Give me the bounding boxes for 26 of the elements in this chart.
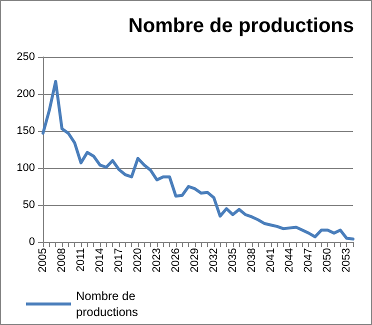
y-tick-label: 100 [16,162,35,174]
x-tick-label: 2020 [132,248,144,272]
chart-title: Nombre de productions [128,15,354,37]
x-tick-label: 2032 [208,248,220,272]
x-tick-label: 2041 [264,248,277,272]
y-tick-label: 200 [16,88,35,100]
x-tick-label: 2017 [112,248,125,272]
x-tick-label: 2044 [284,248,296,272]
x-tick-label: 2026 [170,248,182,272]
y-tick-label: 0 [28,236,35,248]
y-tick-label: 150 [16,125,35,137]
x-tick-label: 2011 [74,248,87,272]
line-series [42,80,354,241]
legend-label: Nombre de productions [76,289,138,319]
x-tick-label: 2038 [246,248,258,272]
x-tick-label: 2023 [150,248,163,272]
x-tick-label: 2008 [56,248,68,272]
x-tick-label: 2053 [340,248,353,272]
x-tick-label: 2047 [302,248,315,272]
x-tick-label: 2029 [188,248,201,272]
x-tick-label: 2050 [322,248,334,272]
x-tick-label: 2035 [226,248,239,272]
y-tick-label: 250 [16,51,35,63]
x-tick-label: 2005 [37,248,49,272]
y-tick-label: 50 [22,199,35,211]
x-tick-label: 2014 [94,248,106,272]
